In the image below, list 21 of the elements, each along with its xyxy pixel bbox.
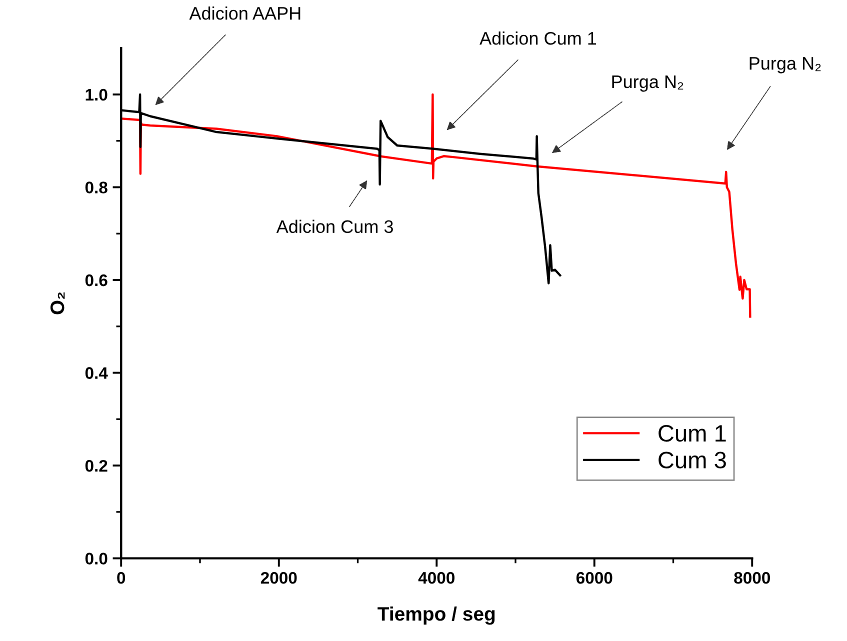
x-tick-label: 8000 [734, 572, 770, 584]
annotation: Purga N₂ [612, 76, 684, 92]
x-tick-label: 0 [117, 572, 126, 584]
x-tick-label: 2000 [260, 572, 297, 584]
text: 1.0 [86, 88, 108, 101]
text: Adicion AAPH [189, 6, 300, 20]
y-axis-title: O₂ [50, 292, 65, 314]
text: Adicion Cum 1 [480, 31, 596, 45]
annotation: Adicion Cum 3 [276, 220, 393, 234]
annotation: Purga N₂ [750, 57, 821, 74]
x-tick-label: 6000 [576, 572, 612, 584]
y-tick-label: 0.2 [85, 460, 108, 472]
x-axis-title: Tiempo / seg [378, 606, 495, 625]
x-tick-label: 4000 [418, 572, 454, 584]
line-series [121, 93, 752, 318]
text: 0.0 [85, 552, 108, 565]
y-tick-label: 0.6 [85, 274, 108, 286]
legend-label: Cum 3 [658, 452, 726, 468]
y-tick-label: 0.4 [85, 367, 108, 379]
legend-label: Cum 1 [658, 424, 726, 442]
y-tick-label: 0.8 [85, 182, 108, 194]
